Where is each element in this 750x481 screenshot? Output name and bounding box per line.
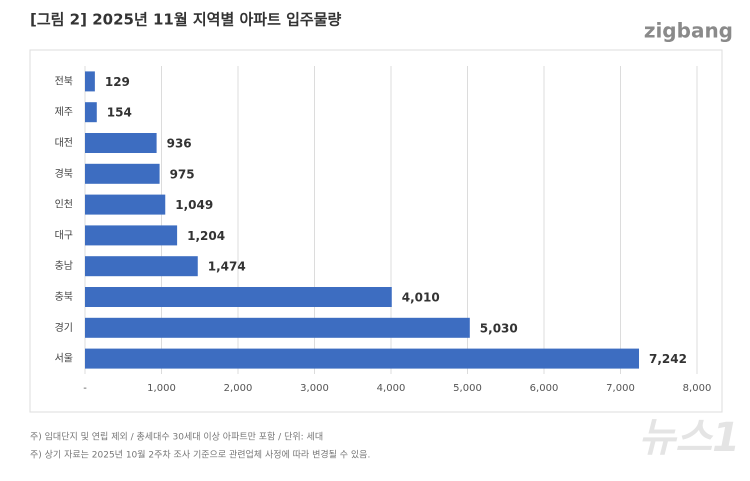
y-tick-label: 전북 (55, 75, 73, 87)
x-tick-label: 3,000 (300, 383, 329, 394)
x-tick-label: 8,000 (683, 383, 712, 394)
value-label: 1,204 (187, 229, 225, 243)
chart-title: [그림 2] 2025년 11월 지역별 아파트 입주물량 (30, 11, 342, 29)
y-tick-label: 제주 (55, 106, 73, 118)
x-tick-label: - (83, 383, 87, 394)
note: 주) 임대단지 및 연립 제외 / 총세대수 30세대 이상 아파트만 포함 /… (30, 431, 323, 443)
x-tick-label: 1,000 (147, 383, 176, 394)
value-label: 936 (167, 137, 192, 151)
bar (85, 163, 160, 184)
x-tick-label: 4,000 (377, 383, 406, 394)
watermark: 뉴스1 (639, 415, 740, 461)
logo: zigbang (644, 19, 733, 43)
bar (85, 133, 157, 153)
y-tick-label: 인천 (55, 199, 73, 211)
x-tick-label: 6,000 (530, 383, 559, 394)
y-tick-label: 충북 (55, 291, 73, 303)
value-label: 129 (105, 75, 130, 89)
x-tick-label: 5,000 (453, 383, 482, 394)
value-label: 975 (170, 167, 195, 181)
bar (85, 317, 470, 338)
y-tick-label: 서울 (55, 353, 73, 365)
bar (85, 102, 97, 123)
value-label: 5,030 (480, 321, 518, 335)
value-label: 1,474 (208, 260, 246, 274)
x-tick-label: 7,000 (606, 383, 635, 394)
value-label: 7,242 (649, 352, 687, 366)
y-tick-label: 경기 (55, 321, 73, 334)
bar (85, 194, 166, 215)
y-tick-label: 충남 (55, 260, 73, 272)
y-tick-label: 대구 (55, 229, 73, 241)
y-tick-label: 대전 (55, 137, 73, 149)
note: 주) 상기 자료는 2025년 10월 2주차 조사 기준으로 관련업체 사정에… (30, 449, 370, 461)
bar (85, 225, 178, 246)
value-label: 1,049 (175, 198, 213, 212)
bar (85, 71, 95, 92)
y-tick-label: 경북 (55, 167, 73, 180)
value-label: 154 (107, 106, 132, 120)
bar (85, 287, 392, 307)
bar (85, 256, 198, 277)
value-label: 4,010 (402, 291, 440, 305)
x-tick-label: 2,000 (224, 383, 253, 394)
bar (85, 348, 640, 369)
